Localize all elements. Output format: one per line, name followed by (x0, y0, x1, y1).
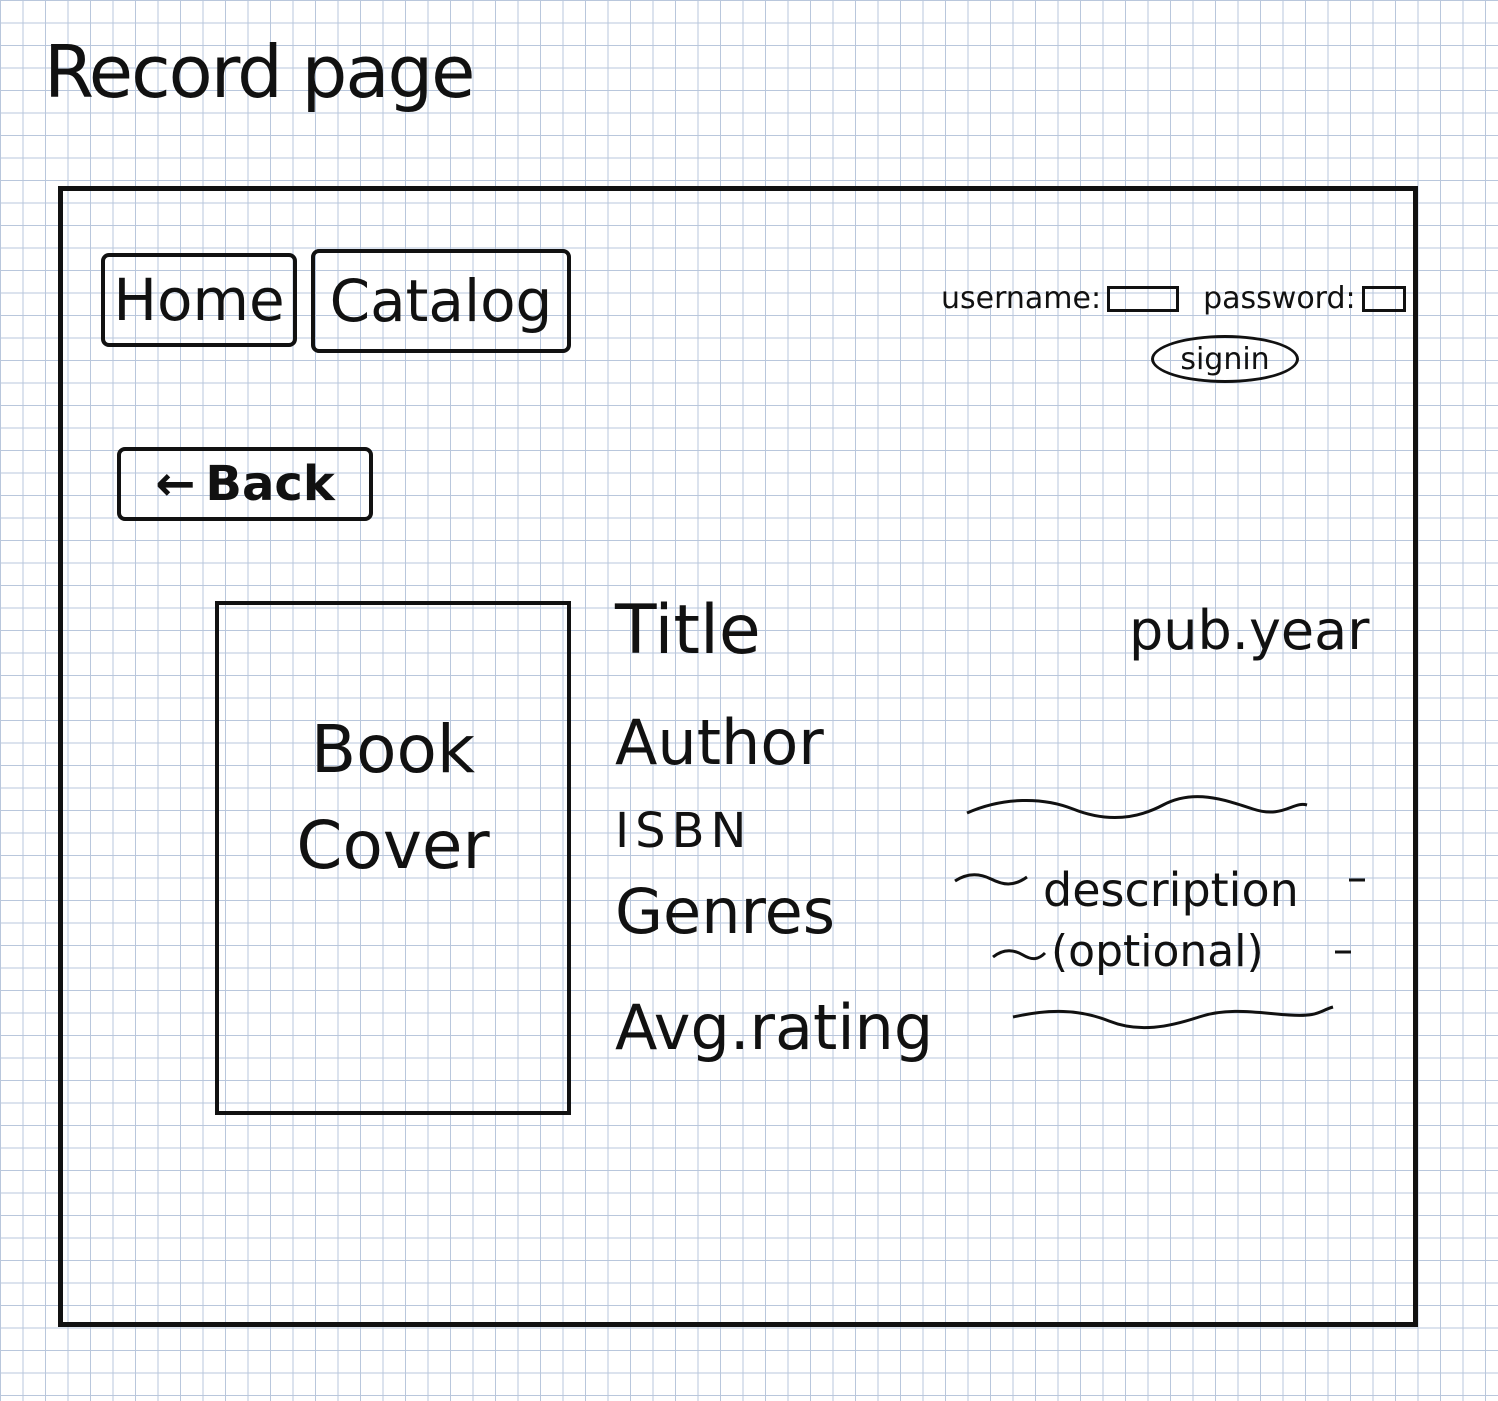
record-genres: Genres (615, 875, 836, 948)
password-input[interactable] (1361, 285, 1406, 312)
username-label: username: (941, 281, 1102, 316)
cover-line-1: Book (310, 711, 476, 789)
signin-button[interactable]: signin (1151, 335, 1299, 383)
browser-frame: Home Catalog username: password: signin … (58, 186, 1418, 1327)
description-optional-note: (optional) (1051, 926, 1264, 977)
back-arrow-icon: ← (155, 456, 196, 512)
back-label: Back (205, 456, 335, 512)
book-cover: Book Cover (215, 601, 571, 1115)
catalog-button[interactable]: Catalog (311, 249, 571, 353)
login-form: username: password: (941, 281, 1406, 316)
description-dash-right-2 (1335, 950, 1351, 954)
record-author: Author (615, 706, 824, 779)
cover-line-2: Cover (296, 807, 490, 884)
username-input[interactable] (1107, 285, 1180, 312)
home-button[interactable]: Home (101, 253, 297, 347)
record-title: Title (615, 591, 761, 670)
description-squiggle-left-2 (992, 949, 1047, 961)
back-button[interactable]: ← Back (117, 447, 373, 521)
description-text: description (1043, 863, 1299, 917)
description-squiggle-left (954, 873, 1028, 886)
description-squiggle-bottom (1012, 1005, 1334, 1030)
record-isbn: ISBN (615, 803, 753, 859)
description-squiggle-top (966, 795, 1308, 819)
description-dash-right (1349, 878, 1365, 882)
record-pub-year: pub.year (1129, 599, 1370, 662)
record-avg-rating: Avg.rating (615, 991, 934, 1064)
page-title: Record page (44, 30, 475, 114)
password-label: password: (1203, 281, 1356, 316)
